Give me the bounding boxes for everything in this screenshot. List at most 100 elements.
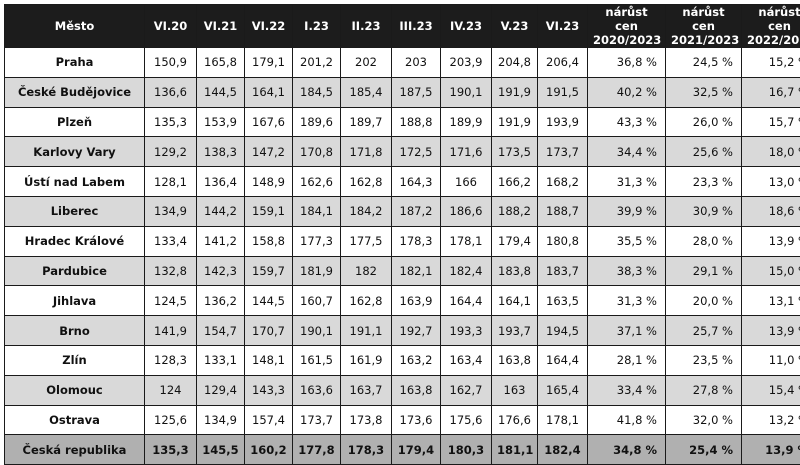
city-cell: Hradec Králové (5, 226, 145, 256)
value-cell: 191,1 (341, 316, 392, 346)
value-cell: 173,5 (492, 137, 538, 167)
value-cell: 203 (392, 48, 441, 78)
growth-cell: 43,3 % (588, 107, 666, 137)
value-cell: 189,7 (341, 107, 392, 137)
value-cell: 163,6 (293, 375, 341, 405)
value-cell: 124,5 (145, 286, 197, 316)
city-cell: Praha (5, 48, 145, 78)
growth-cell: 15,4 % (742, 375, 800, 405)
growth-cell: 25,7 % (666, 316, 742, 346)
value-cell: 173,7 (538, 137, 588, 167)
value-cell: 162,8 (341, 286, 392, 316)
growth-cell: 33,4 % (588, 375, 666, 405)
value-cell: 138,3 (197, 137, 245, 167)
value-cell: 177,8 (293, 435, 341, 465)
value-cell: 164,3 (392, 167, 441, 197)
value-cell: 184,1 (293, 196, 341, 226)
value-cell: 148,1 (245, 345, 293, 375)
value-cell: 164,4 (538, 345, 588, 375)
value-cell: 144,2 (197, 196, 245, 226)
growth-cell: 18,0 % (742, 137, 800, 167)
column-header: III.23 (392, 5, 441, 48)
value-cell: 154,7 (197, 316, 245, 346)
value-cell: 187,2 (392, 196, 441, 226)
value-cell: 177,3 (293, 226, 341, 256)
value-cell: 147,2 (245, 137, 293, 167)
growth-cell: 27,8 % (666, 375, 742, 405)
growth-cell: 13,9 % (742, 226, 800, 256)
value-cell: 159,7 (245, 256, 293, 286)
value-cell: 178,1 (538, 405, 588, 435)
growth-cell: 39,9 % (588, 196, 666, 226)
value-cell: 190,1 (441, 77, 492, 107)
value-cell: 171,8 (341, 137, 392, 167)
value-cell: 176,6 (492, 405, 538, 435)
growth-cell: 23,3 % (666, 167, 742, 197)
value-cell: 177,5 (341, 226, 392, 256)
growth-cell: 30,9 % (666, 196, 742, 226)
growth-cell: 25,6 % (666, 137, 742, 167)
value-cell: 157,4 (245, 405, 293, 435)
value-cell: 158,8 (245, 226, 293, 256)
column-header: I.23 (293, 5, 341, 48)
column-header: VI.20 (145, 5, 197, 48)
value-cell: 142,3 (197, 256, 245, 286)
value-cell: 162,6 (293, 167, 341, 197)
value-cell: 128,3 (145, 345, 197, 375)
value-cell: 172,5 (392, 137, 441, 167)
value-cell: 173,8 (341, 405, 392, 435)
value-cell: 165,8 (197, 48, 245, 78)
value-cell: 141,9 (145, 316, 197, 346)
value-cell: 171,6 (441, 137, 492, 167)
value-cell: 206,4 (538, 48, 588, 78)
value-cell: 173,6 (392, 405, 441, 435)
value-cell: 136,4 (197, 167, 245, 197)
value-cell: 148,9 (245, 167, 293, 197)
column-header: VI.23 (538, 5, 588, 48)
value-cell: 134,9 (145, 196, 197, 226)
column-header: II.23 (341, 5, 392, 48)
growth-cell: 26,0 % (666, 107, 742, 137)
value-cell: 153,9 (197, 107, 245, 137)
value-cell: 188,2 (492, 196, 538, 226)
value-cell: 202 (341, 48, 392, 78)
city-cell: Liberec (5, 196, 145, 226)
value-cell: 160,7 (293, 286, 341, 316)
value-cell: 136,2 (197, 286, 245, 316)
city-cell: Česká republika (5, 435, 145, 465)
value-cell: 163,5 (538, 286, 588, 316)
value-cell: 125,6 (145, 405, 197, 435)
value-cell: 191,5 (538, 77, 588, 107)
growth-cell: 28,1 % (588, 345, 666, 375)
city-cell: České Budějovice (5, 77, 145, 107)
value-cell: 181,1 (492, 435, 538, 465)
column-header: nárůst cen 2020/2023 (588, 5, 666, 48)
value-cell: 145,5 (197, 435, 245, 465)
column-header: V.23 (492, 5, 538, 48)
value-cell: 191,9 (492, 77, 538, 107)
value-cell: 167,6 (245, 107, 293, 137)
value-cell: 178,3 (341, 435, 392, 465)
value-cell: 179,1 (245, 48, 293, 78)
value-cell: 203,9 (441, 48, 492, 78)
value-cell: 170,8 (293, 137, 341, 167)
value-cell: 187,5 (392, 77, 441, 107)
growth-cell: 31,3 % (588, 286, 666, 316)
value-cell: 192,7 (392, 316, 441, 346)
value-cell: 162,8 (341, 167, 392, 197)
value-cell: 182,4 (538, 435, 588, 465)
value-cell: 190,1 (293, 316, 341, 346)
value-cell: 128,1 (145, 167, 197, 197)
city-cell: Jihlava (5, 286, 145, 316)
column-header: nárůst cen 2022/2023 (742, 5, 800, 48)
value-cell: 189,6 (293, 107, 341, 137)
growth-cell: 40,2 % (588, 77, 666, 107)
value-cell: 183,7 (538, 256, 588, 286)
